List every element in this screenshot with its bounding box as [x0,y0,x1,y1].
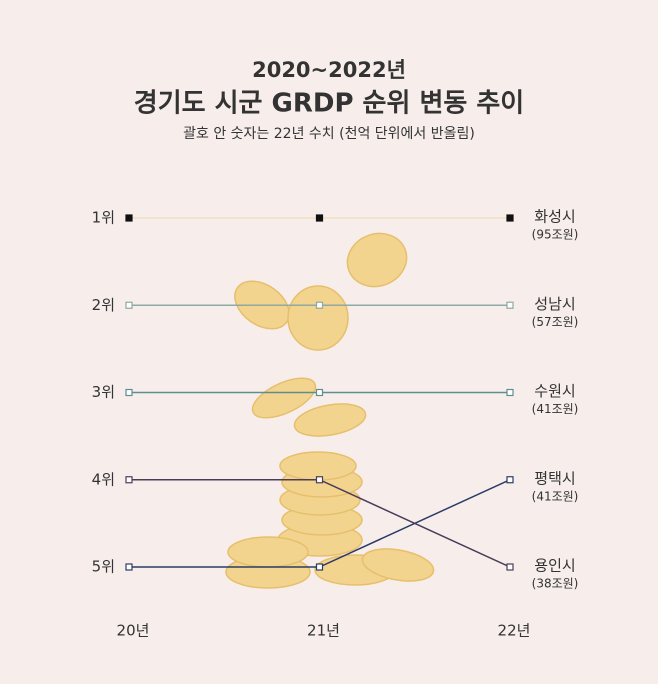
x-tick-label: 22년 [498,622,531,640]
marker [506,476,514,484]
series-note: (95조원) [532,228,579,242]
series-label: 화성시 [534,208,575,226]
series-note: (41조원) [532,402,579,416]
marker [125,214,133,222]
marker [506,563,514,571]
marker [315,563,324,571]
marker [315,388,324,397]
chart-title: 2020~2022년 [252,58,406,82]
marker [125,563,133,571]
y-tick-label: 2위 [92,296,115,314]
marker [315,476,324,484]
series-label: 용인시 [534,557,575,575]
marker [315,214,324,222]
marker [506,214,514,222]
marker [315,301,324,309]
y-tick-label: 3위 [92,383,115,401]
x-tick-label: 21년 [307,622,340,640]
series-label: 평택시 [534,469,575,487]
chart-subtitle: 경기도 시군 GRDP 순위 변동 추이 [134,89,524,119]
marker [125,388,133,397]
marker [506,388,514,397]
coins-illustration [225,232,435,589]
marker [506,301,514,309]
chart-caption: 괄호 안 숫자는 22년 수치 (천억 단위에서 반올림) [183,126,475,142]
series-label: 성남시 [534,295,575,313]
y-tick-label: 5위 [92,558,115,576]
series-label: 수원시 [534,382,575,400]
series-note: (57조원) [532,315,579,329]
marker [125,301,133,309]
series-note: (41조원) [532,489,579,503]
x-tick-label: 20년 [117,622,150,640]
y-tick-label: 4위 [92,470,115,488]
series-note: (38조원) [532,577,579,591]
y-tick-label: 1위 [92,209,115,227]
marker [125,476,133,484]
